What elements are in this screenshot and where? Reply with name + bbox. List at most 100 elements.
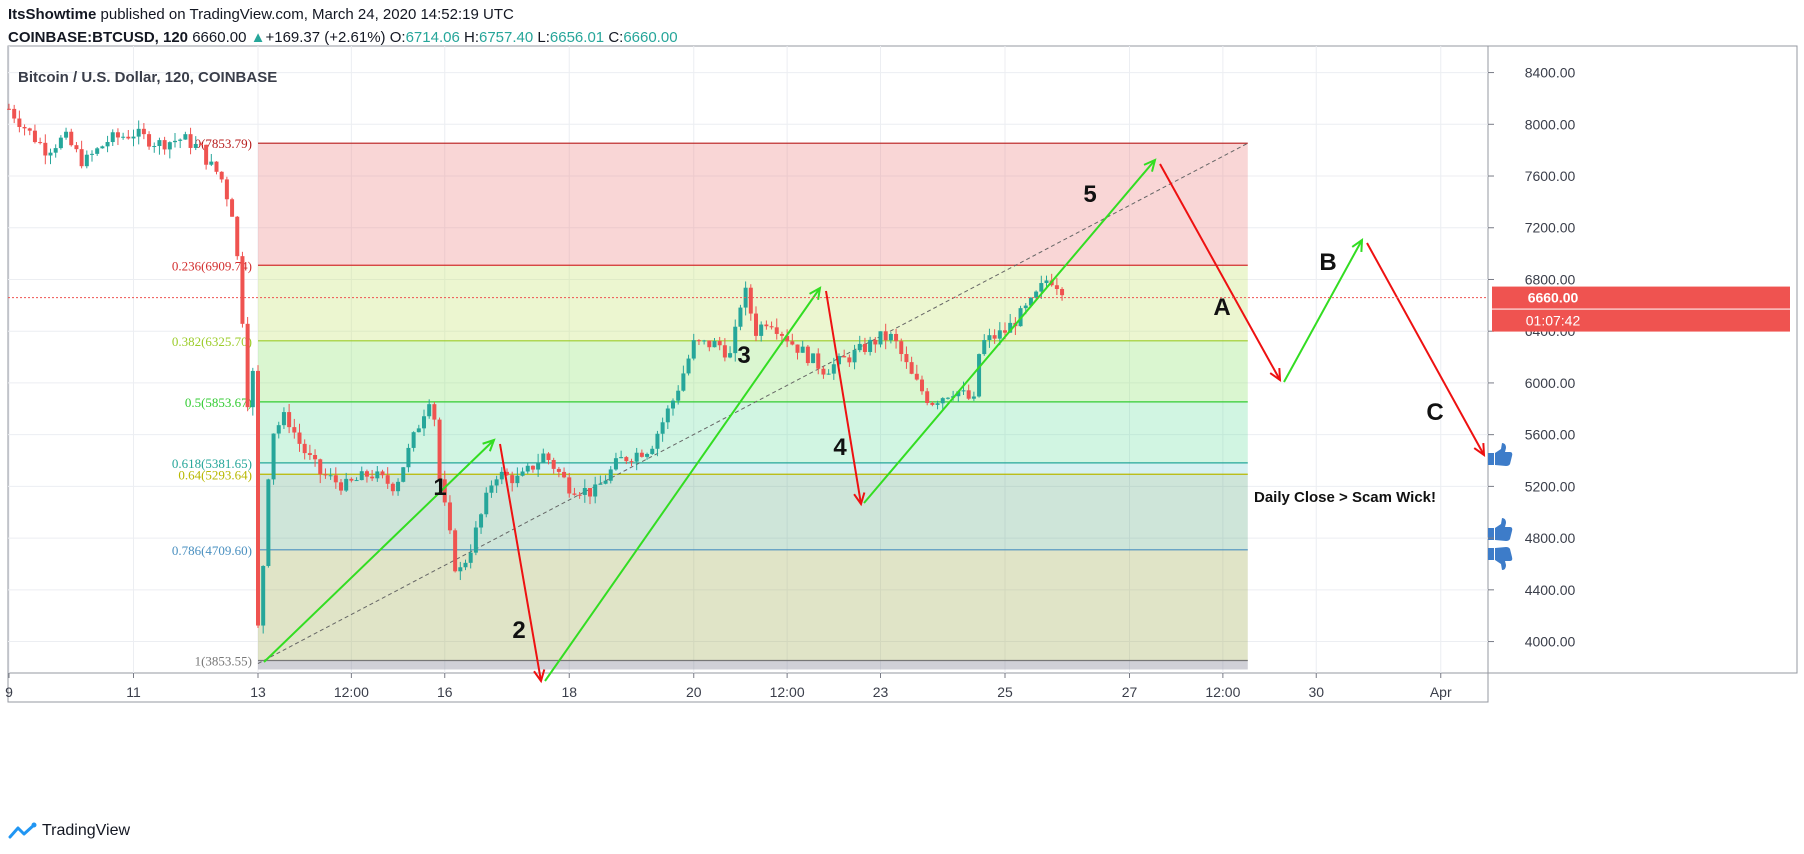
candle-body bbox=[702, 340, 707, 342]
candle-body bbox=[883, 331, 888, 341]
candle-body bbox=[173, 140, 177, 143]
candle-body bbox=[717, 340, 722, 346]
candle-body bbox=[396, 481, 401, 492]
candle-body bbox=[645, 453, 650, 457]
candle-body bbox=[603, 480, 608, 484]
candle-body bbox=[795, 344, 800, 353]
candle-body bbox=[728, 353, 733, 358]
candle-body bbox=[1060, 288, 1065, 296]
time-tick-label: 9 bbox=[5, 684, 13, 700]
price-tick-label: 8400.00 bbox=[1525, 65, 1576, 81]
candle-body bbox=[619, 457, 624, 459]
published-text: published on TradingView.com, March 24, … bbox=[100, 6, 514, 23]
price-tick-label: 5200.00 bbox=[1525, 478, 1576, 494]
wave-label-c: C bbox=[1426, 399, 1443, 426]
price-tick-label: 6800.00 bbox=[1525, 271, 1576, 287]
candle-body bbox=[375, 471, 380, 479]
candle-body bbox=[1034, 291, 1039, 298]
candle-body bbox=[811, 353, 816, 364]
candle-body bbox=[484, 492, 489, 515]
thumbs-up-icon bbox=[1488, 518, 1513, 541]
wave-line bbox=[825, 290, 862, 505]
author-name[interactable]: ItsShowtime bbox=[8, 6, 97, 23]
wave-arrowhead bbox=[1351, 237, 1364, 253]
price-tick-label: 5600.00 bbox=[1525, 427, 1576, 443]
fib-zone bbox=[258, 340, 1248, 402]
candle-body bbox=[505, 471, 509, 476]
candle-body bbox=[12, 108, 17, 119]
price-tick-label: 4400.00 bbox=[1525, 582, 1576, 598]
candle-body bbox=[899, 341, 904, 355]
candle-body bbox=[733, 326, 738, 354]
symbol-label: COINBASE:BTCUSD, 120 bbox=[8, 29, 189, 46]
candle-body bbox=[769, 326, 774, 328]
candle-body bbox=[442, 479, 447, 503]
open-label: O: bbox=[389, 29, 406, 46]
fib-zone bbox=[258, 462, 1248, 475]
high-value: 6757.40 bbox=[478, 29, 534, 46]
candle-body bbox=[385, 475, 390, 484]
candle-body bbox=[790, 341, 795, 345]
last-price: 6660.00 bbox=[192, 29, 247, 46]
wave-1-arrow bbox=[263, 438, 496, 663]
wave-arrowhead bbox=[1473, 442, 1486, 458]
candle-body bbox=[198, 143, 203, 145]
candle-body bbox=[567, 477, 572, 494]
candle-body bbox=[1028, 297, 1033, 306]
wave-4-arrow bbox=[825, 290, 866, 507]
candle-body bbox=[380, 471, 385, 476]
tradingview-brand[interactable]: TradingView bbox=[8, 822, 130, 840]
candle-body bbox=[48, 152, 53, 156]
candle-body bbox=[131, 136, 136, 139]
candle-body bbox=[157, 140, 162, 147]
candle-body bbox=[266, 479, 271, 566]
candle-body bbox=[287, 412, 292, 428]
candle-body bbox=[920, 379, 924, 392]
candle-body bbox=[339, 482, 343, 491]
candle-body bbox=[940, 398, 945, 404]
candle-body bbox=[349, 478, 354, 481]
candle-body bbox=[598, 483, 603, 485]
candle-body bbox=[240, 256, 245, 324]
candle-body bbox=[219, 171, 224, 180]
candle-body bbox=[510, 475, 515, 484]
time-tick-label: Apr bbox=[1430, 684, 1452, 700]
candle-body bbox=[53, 148, 58, 153]
candle-body bbox=[1054, 285, 1059, 289]
candle-body bbox=[245, 323, 250, 408]
candle-body bbox=[214, 161, 219, 172]
candle-body bbox=[754, 313, 758, 336]
wave-label-2: 2 bbox=[512, 617, 525, 644]
candle-body bbox=[90, 153, 94, 155]
publish-line: ItsShowtime published on TradingView.com… bbox=[8, 6, 514, 23]
fib-zone bbox=[258, 143, 1248, 266]
candle-body bbox=[909, 362, 914, 374]
candle-body bbox=[551, 459, 556, 469]
candle-body bbox=[499, 471, 504, 480]
candle-body bbox=[302, 443, 307, 454]
time-axis-pane bbox=[7, 672, 1489, 703]
ohlc-line: COINBASE:BTCUSD, 120 6660.00 ▲+169.37 (+… bbox=[8, 29, 678, 46]
candle-body bbox=[69, 131, 74, 146]
wave-line bbox=[1283, 239, 1363, 383]
candle-body bbox=[489, 485, 494, 493]
current-price-label: 6660.00 bbox=[1528, 290, 1579, 306]
candle-body bbox=[878, 331, 883, 345]
candle-body bbox=[390, 483, 395, 492]
candle-body bbox=[416, 428, 421, 433]
time-tick-label: 20 bbox=[686, 684, 702, 700]
candle-body bbox=[256, 370, 260, 626]
wave-3-arrow bbox=[544, 286, 822, 682]
candle-body bbox=[162, 140, 167, 150]
candle-body bbox=[562, 471, 567, 478]
candle-body bbox=[925, 391, 930, 404]
candle-body bbox=[546, 453, 551, 460]
candle-body bbox=[1039, 283, 1044, 292]
candle-body bbox=[852, 350, 857, 363]
time-tick-label: 27 bbox=[1122, 684, 1138, 700]
candle-body bbox=[779, 333, 784, 336]
annotation-text: Daily Close > Scam Wick! bbox=[1254, 489, 1436, 506]
candle-body bbox=[224, 179, 229, 200]
candle-body bbox=[406, 447, 411, 468]
